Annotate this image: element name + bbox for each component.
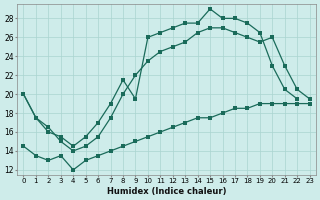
X-axis label: Humidex (Indice chaleur): Humidex (Indice chaleur)	[107, 187, 226, 196]
